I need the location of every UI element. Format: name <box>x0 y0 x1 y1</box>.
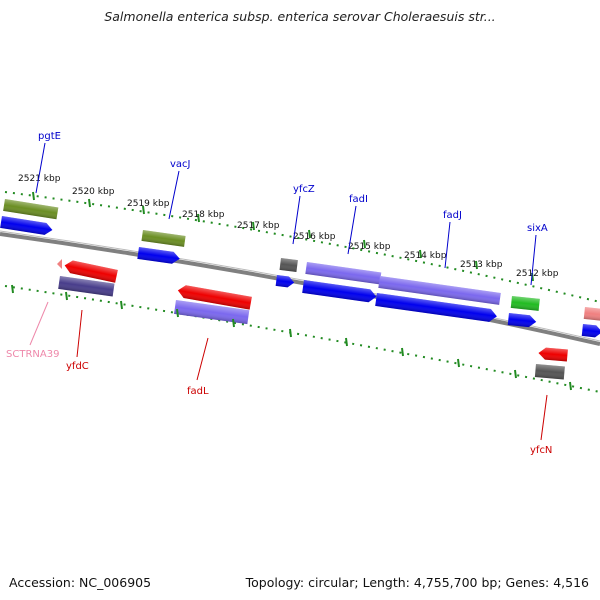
inner-major-tick <box>345 337 348 347</box>
gene-vacJ-olive <box>141 230 186 247</box>
inner-major-tick <box>457 358 460 368</box>
gene-yfcZ-gray <box>279 258 298 272</box>
outer-major-tick <box>475 260 478 270</box>
gene-fadI-purple-shade <box>305 262 382 285</box>
gene-yfcN-red <box>538 347 568 362</box>
inner-major-tick <box>232 318 235 328</box>
outer-major-tick <box>419 249 422 259</box>
gene-yfdC-red-shade <box>64 260 118 283</box>
scale-tick-label: 2514 kbp <box>404 251 447 261</box>
inner-major-tick <box>401 347 404 357</box>
gene-fadL-red <box>177 285 252 310</box>
gene-edge-blue-shade <box>581 324 600 338</box>
scale-tick-label: 2519 kbp <box>127 199 170 209</box>
inner-ruler-ring <box>4 285 600 393</box>
gene-pgtE-olive <box>3 199 59 220</box>
gene-edge-pink <box>583 307 600 322</box>
gene-vacJ-olive-shade <box>141 230 186 247</box>
inner-major-tick <box>514 369 517 379</box>
leader-line-pgtE <box>35 142 46 194</box>
leader-line-fadJ <box>444 221 451 269</box>
gene-label-yfcZ: yfcZ <box>293 184 315 195</box>
outer-major-tick <box>197 213 200 223</box>
gene-fadL-red-shade <box>177 285 252 310</box>
gene-fadI-blue-shade <box>302 280 377 303</box>
gene-SCTRNA39-pink <box>57 259 62 269</box>
gene-yfcN-gray <box>534 364 565 380</box>
leader-line-fadI <box>347 205 357 255</box>
leader-line-yfdC <box>76 309 83 358</box>
gene-fadJ-purple <box>378 276 501 305</box>
gene-label-fadI: fadI <box>349 194 368 205</box>
outer-major-tick <box>88 198 91 208</box>
map-title: Salmonella enterica subsp. enterica sero… <box>104 9 496 24</box>
gene-yfcZ-gray-shade <box>279 258 298 272</box>
scale-tick-label: 2517 kbp <box>237 221 280 231</box>
gene-fadJ-blue <box>375 293 497 322</box>
gene-fadJ-blue-shade <box>375 293 497 322</box>
gene-fadJ-purple-shade <box>378 276 501 305</box>
gene-yfdC-navy-shade <box>58 276 115 297</box>
gene-fadI-blue <box>302 280 377 303</box>
leader-line-vacJ <box>168 170 180 220</box>
gene-fadL-purple-shade <box>174 300 250 325</box>
gene-yfcZ-blue <box>275 275 295 288</box>
accession-text: Accession: NC_006905 <box>9 575 152 590</box>
gene-label-pgtE: pgtE <box>38 131 61 142</box>
outer-major-tick <box>32 191 35 201</box>
gene-pgtE-blue <box>0 216 53 235</box>
inner-major-tick <box>289 328 292 338</box>
gene-features <box>0 199 600 380</box>
leader-line-yfcN <box>540 394 548 441</box>
scale-tick-label: 2515 kbp <box>348 242 391 252</box>
gene-yfcN-gray-shade <box>534 364 565 380</box>
outer-major-tick <box>142 205 145 215</box>
gene-label-sixA: sixA <box>527 223 548 234</box>
gene-labels: pgtE vacJ yfcZ fadI fadJ sixA SCTRNA39 yfdC fadL… <box>6 131 552 456</box>
gene-sixA-blue-shade <box>507 313 537 328</box>
leader-line-fadL <box>196 337 209 381</box>
gene-label-vacJ: vacJ <box>170 159 191 170</box>
gene-vacJ-blue <box>137 247 180 264</box>
gene-edge-blue <box>581 324 600 338</box>
inner-major-tick <box>120 300 123 310</box>
inner-major-tick <box>176 308 179 318</box>
gene-label-yfdC: yfdC <box>66 361 89 372</box>
genome-summary-text: Topology: circular; Length: 4,755,700 bp… <box>245 575 589 590</box>
gene-yfdC-navy <box>58 276 115 297</box>
gene-fadI-purple <box>305 262 382 285</box>
gene-yfdC-red <box>64 260 118 283</box>
inner-major-tick <box>11 284 14 294</box>
scale-ticks: 2521 kbp 2520 kbp 2519 kbp 2518 kbp 2517 kbp… <box>11 174 572 391</box>
gene-fadL-purple <box>174 300 250 325</box>
gene-vacJ-blue-shade <box>137 247 180 264</box>
scale-tick-label: 2513 kbp <box>460 260 503 270</box>
gene-label-yfcN: yfcN <box>530 445 552 456</box>
inner-major-tick <box>65 291 68 301</box>
gene-yfcZ-blue-shade <box>275 275 295 288</box>
gene-yfcN-red-shade <box>538 347 568 362</box>
scale-tick-label: 2520 kbp <box>72 187 115 197</box>
gene-sixA-green-shade <box>510 296 540 311</box>
gene-pgtE-blue-shade <box>0 216 53 235</box>
gene-label-fadL: fadL <box>187 386 209 397</box>
outer-major-tick <box>308 229 311 239</box>
inner-major-tick <box>569 381 572 391</box>
scale-tick-label: 2512 kbp <box>516 269 559 279</box>
scale-tick-label: 2521 kbp <box>18 174 61 184</box>
gene-pgtE-olive-shade <box>3 199 59 220</box>
leader-line-SCTRNA39 <box>29 301 49 346</box>
gene-sixA-blue <box>507 313 537 328</box>
gene-edge-pink-shade <box>583 307 600 322</box>
leader-line-yfcZ <box>292 195 301 245</box>
gene-label-fadJ: fadJ <box>443 210 462 221</box>
gene-sixA-green <box>510 296 540 311</box>
gene-label-SCTRNA39: SCTRNA39 <box>6 349 59 360</box>
outer-major-tick <box>252 221 255 231</box>
outer-major-tick <box>363 239 366 249</box>
leader-line-sixA <box>530 234 537 286</box>
scale-tick-label: 2518 kbp <box>182 210 225 220</box>
scale-tick-label: 2516 kbp <box>293 232 336 242</box>
